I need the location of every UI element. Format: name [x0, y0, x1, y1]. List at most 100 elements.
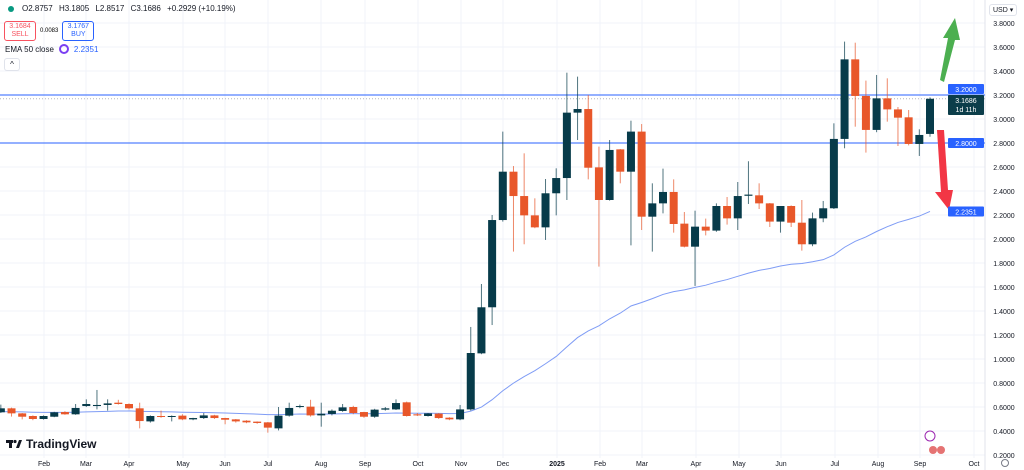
candle-body[interactable]: [626, 131, 635, 172]
candle-body[interactable]: [829, 138, 838, 209]
candle-body[interactable]: [851, 59, 860, 96]
candle-body[interactable]: [103, 403, 112, 405]
candle-body[interactable]: [477, 307, 486, 354]
candle-body[interactable]: [210, 415, 219, 419]
candle-body[interactable]: [701, 226, 710, 231]
candle-body[interactable]: [541, 193, 550, 228]
candle-body[interactable]: [189, 418, 198, 420]
candle-body[interactable]: [744, 194, 753, 196]
candle-body[interactable]: [402, 402, 411, 416]
candle-body[interactable]: [327, 410, 336, 414]
candle-body[interactable]: [274, 415, 283, 429]
candle-body[interactable]: [445, 417, 454, 420]
us-flag-icon[interactable]: [937, 446, 945, 454]
candle-body[interactable]: [114, 402, 123, 404]
candle-body[interactable]: [199, 415, 208, 419]
candle-body[interactable]: [797, 222, 806, 245]
candle-body[interactable]: [755, 195, 764, 204]
candle-body[interactable]: [659, 191, 667, 204]
candle-body[interactable]: [253, 421, 262, 423]
collapse-legend-button[interactable]: ^: [4, 58, 20, 71]
candle-body[interactable]: [28, 416, 37, 419]
settings-gear-icon[interactable]: [1001, 459, 1009, 467]
candle-body[interactable]: [509, 171, 518, 197]
candle-body[interactable]: [370, 409, 379, 417]
candle-body[interactable]: [562, 112, 571, 179]
candle-body[interactable]: [18, 413, 27, 417]
candle-body[interactable]: [359, 412, 368, 417]
candle-body[interactable]: [648, 203, 657, 217]
us-flag-icon[interactable]: [929, 446, 937, 454]
candle-body[interactable]: [520, 196, 529, 216]
candle-body[interactable]: [392, 403, 400, 410]
candle-body[interactable]: [926, 98, 934, 134]
candle-body[interactable]: [530, 215, 539, 228]
candle-body[interactable]: [39, 416, 48, 419]
candle-body[interactable]: [157, 416, 166, 417]
tradingview-logo[interactable]: TradingView: [6, 437, 96, 451]
candle-body[interactable]: [7, 408, 16, 414]
candle-body[interactable]: [691, 226, 700, 247]
candle-body[interactable]: [893, 109, 902, 118]
candle-body[interactable]: [71, 407, 80, 415]
candle-body[interactable]: [776, 206, 785, 222]
candle-body[interactable]: [787, 206, 796, 223]
candle-body[interactable]: [883, 98, 892, 110]
candle-body[interactable]: [0, 408, 5, 413]
candle-body[interactable]: [242, 420, 251, 423]
lightning-icon[interactable]: [924, 430, 936, 442]
candle-body[interactable]: [498, 171, 507, 221]
candle-body[interactable]: [82, 404, 91, 407]
candle-body[interactable]: [381, 408, 390, 410]
candle-body[interactable]: [584, 109, 593, 168]
ema-legend[interactable]: EMA 50 close 2.2351: [5, 44, 98, 54]
candle-body[interactable]: [915, 134, 924, 144]
candle-body[interactable]: [456, 409, 465, 420]
candle-body[interactable]: [488, 220, 497, 308]
candle-body[interactable]: [434, 413, 443, 419]
candle-body[interactable]: [135, 408, 144, 422]
candle-body[interactable]: [552, 178, 561, 194]
candle-body[interactable]: [125, 404, 133, 409]
candle-body[interactable]: [338, 407, 347, 411]
candle-body[interactable]: [840, 59, 849, 139]
candle-body[interactable]: [616, 149, 625, 172]
candle-body[interactable]: [306, 406, 315, 416]
candle-body[interactable]: [167, 416, 176, 417]
candle-body[interactable]: [594, 167, 603, 200]
candle-body[interactable]: [349, 407, 358, 413]
candle-body[interactable]: [605, 149, 614, 200]
candle-body[interactable]: [60, 412, 69, 415]
currency-dropdown[interactable]: USD ▾: [989, 4, 1018, 16]
candle-body[interactable]: [808, 218, 817, 245]
candle-body[interactable]: [765, 203, 774, 222]
candle-body[interactable]: [904, 117, 913, 144]
candle-body[interactable]: [872, 98, 881, 130]
candle-body[interactable]: [295, 406, 304, 408]
candle-body[interactable]: [221, 418, 230, 420]
candle-body[interactable]: [263, 422, 272, 428]
candle-body[interactable]: [573, 109, 582, 113]
candle-body[interactable]: [413, 414, 422, 416]
candle-body[interactable]: [178, 415, 187, 420]
candle-body[interactable]: [637, 131, 646, 217]
candle-body[interactable]: [285, 407, 294, 416]
candle-body[interactable]: [680, 223, 689, 247]
candle-body[interactable]: [424, 413, 433, 416]
candle-body[interactable]: [92, 404, 101, 407]
candle-body[interactable]: [723, 206, 732, 219]
candle-body[interactable]: [861, 95, 870, 130]
candle-body[interactable]: [712, 206, 721, 231]
candle-body[interactable]: [50, 412, 59, 417]
candle-body[interactable]: [317, 413, 326, 416]
sell-button[interactable]: 3.1684 SELL: [4, 21, 36, 41]
candle-body[interactable]: [733, 196, 742, 219]
candle-body[interactable]: [146, 416, 155, 422]
candle-body[interactable]: [819, 208, 828, 219]
buy-button[interactable]: 3.1767 BUY: [62, 21, 95, 41]
candle-body[interactable]: [669, 191, 678, 224]
candle-body[interactable]: [231, 419, 240, 422]
candle-body[interactable]: [466, 353, 475, 410]
